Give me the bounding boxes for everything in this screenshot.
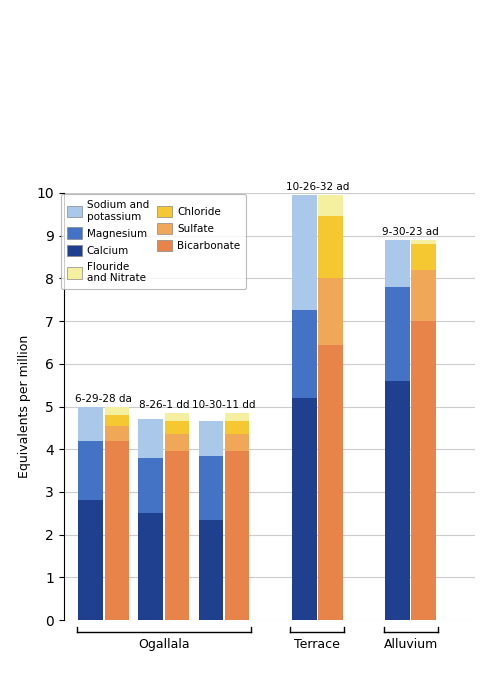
Bar bbox=[385, 240, 410, 287]
Text: 9-30-23 ad: 9-30-23 ad bbox=[382, 227, 439, 237]
Text: 10-30-11 dd: 10-30-11 dd bbox=[192, 400, 256, 411]
Bar bbox=[411, 270, 436, 321]
Bar bbox=[198, 520, 223, 620]
Bar bbox=[165, 451, 189, 620]
Bar bbox=[165, 422, 189, 434]
Text: Alluvium: Alluvium bbox=[384, 639, 438, 652]
Bar bbox=[225, 434, 249, 451]
Bar bbox=[225, 413, 249, 422]
Text: Ogallala: Ogallala bbox=[138, 639, 190, 652]
Text: 6-29-28 da: 6-29-28 da bbox=[75, 394, 132, 404]
Bar bbox=[292, 398, 317, 620]
Bar bbox=[385, 381, 410, 620]
Bar bbox=[318, 278, 343, 344]
Bar bbox=[198, 455, 223, 520]
Bar bbox=[318, 216, 343, 278]
Text: Terrace: Terrace bbox=[294, 639, 340, 652]
Bar bbox=[78, 407, 103, 441]
Bar bbox=[292, 310, 317, 398]
Bar bbox=[411, 240, 436, 244]
Bar bbox=[225, 422, 249, 434]
Bar bbox=[104, 426, 129, 441]
Bar bbox=[318, 344, 343, 620]
Bar bbox=[411, 244, 436, 270]
Bar bbox=[104, 441, 129, 620]
Bar bbox=[139, 457, 163, 513]
Bar bbox=[225, 451, 249, 620]
Bar bbox=[78, 441, 103, 500]
Bar bbox=[104, 407, 129, 415]
Text: 10-26-32 ad: 10-26-32 ad bbox=[286, 183, 349, 192]
Legend: Sodium and
potassium, Magnesium, Calcium, Flouride
and Nitrate, Chloride, Sulfat: Sodium and potassium, Magnesium, Calcium… bbox=[61, 194, 246, 289]
Bar bbox=[139, 513, 163, 620]
Bar bbox=[198, 422, 223, 455]
Bar bbox=[165, 413, 189, 422]
Bar bbox=[139, 420, 163, 457]
Bar bbox=[385, 287, 410, 381]
Bar bbox=[318, 195, 343, 216]
Text: 8-26-1 dd: 8-26-1 dd bbox=[139, 400, 189, 411]
Bar bbox=[165, 434, 189, 451]
Y-axis label: Equivalents per million: Equivalents per million bbox=[18, 335, 31, 478]
Bar bbox=[292, 195, 317, 310]
Bar bbox=[411, 321, 436, 620]
Bar bbox=[78, 500, 103, 620]
Bar bbox=[104, 415, 129, 426]
